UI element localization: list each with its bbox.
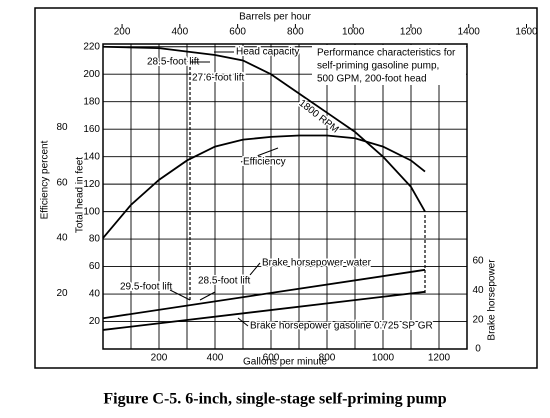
- curve-label: Efficiency: [243, 157, 286, 168]
- x2-tick-label: 1000: [342, 27, 365, 38]
- y-tick-label: 160: [83, 124, 100, 135]
- y-tick-label: 200: [83, 69, 100, 80]
- y-tick-label: 80: [89, 234, 101, 245]
- series-line: [102, 45, 426, 213]
- y2-tick-label: 20: [56, 288, 68, 299]
- frame: [34, 7, 538, 369]
- y3-tick-label: 40: [472, 285, 484, 296]
- x2-tick-label: 400: [172, 27, 189, 38]
- callout: [237, 317, 249, 327]
- annotation: self-priming gasoline pump,: [317, 61, 439, 72]
- x2-tick-label: 200: [114, 27, 131, 38]
- x-tick-label: 800: [319, 353, 336, 364]
- y-tick-label: 40: [89, 289, 101, 300]
- y3-label: Brake horsepower: [487, 259, 498, 341]
- callout: [199, 291, 216, 301]
- annotation: 28.5-foot lift: [147, 57, 199, 68]
- y-tick-label: 120: [83, 179, 100, 190]
- plot-border: [102, 43, 468, 350]
- annotation: 28.5-foot lift: [198, 276, 250, 287]
- x2-tick-label: 800: [287, 27, 304, 38]
- x2-tick-label: 600: [229, 27, 246, 38]
- y2-label: Efficiency percent: [40, 140, 51, 219]
- x2-label: Barrels per hour: [239, 12, 311, 23]
- curve-label: Brake horsepower-water: [262, 258, 372, 269]
- callout: [169, 289, 191, 301]
- annotation: Performance characteristics for: [317, 48, 456, 59]
- x2-tick-label: 1600: [515, 27, 538, 38]
- caption: Figure C-5. 6-inch, single-stage self-pr…: [103, 391, 446, 408]
- series-line: [102, 290, 426, 331]
- x2-tick-label: 1200: [400, 27, 423, 38]
- callout: [240, 147, 279, 163]
- curve-label: Head capacity: [236, 47, 299, 58]
- series-line: [102, 268, 426, 320]
- series-line: [102, 134, 426, 239]
- callout: [249, 262, 261, 276]
- y2-tick-label: 40: [56, 233, 68, 244]
- y-label: Total head in feet: [75, 157, 86, 233]
- y-tick-label: 140: [83, 151, 100, 162]
- y-tick-label: 180: [83, 96, 100, 107]
- x-tick-label: 1200: [428, 353, 451, 364]
- y-tick-label: 60: [89, 261, 101, 272]
- annotation: 29.5-foot lift: [120, 282, 172, 293]
- y2-tick-label: 60: [56, 177, 68, 188]
- annotation: 27.6-foot lift: [192, 73, 244, 84]
- x2-tick-label: 1400: [458, 27, 481, 38]
- note-box: [312, 45, 466, 85]
- y3-tick-label: 0: [475, 344, 481, 355]
- y-tick-label: 220: [83, 41, 100, 52]
- y3-tick-label: 60: [472, 256, 484, 267]
- y2-tick-label: 80: [56, 122, 68, 133]
- y-tick-label: 100: [83, 206, 100, 217]
- x-tick-label: 600: [263, 353, 280, 364]
- curve-label: Brake horsepower gasoline 0.725 SP GR: [250, 321, 433, 332]
- lift-lines: [189, 62, 426, 300]
- y-tick-label: 20: [89, 316, 101, 327]
- x-label: Gallons per minute: [243, 357, 327, 368]
- x-tick-label: 400: [207, 353, 224, 364]
- x-tick-label: 200: [151, 353, 168, 364]
- x-tick-label: 1000: [372, 353, 395, 364]
- y3-tick-label: 20: [472, 314, 484, 325]
- annotation: 500 GPM, 200-foot head: [317, 74, 427, 85]
